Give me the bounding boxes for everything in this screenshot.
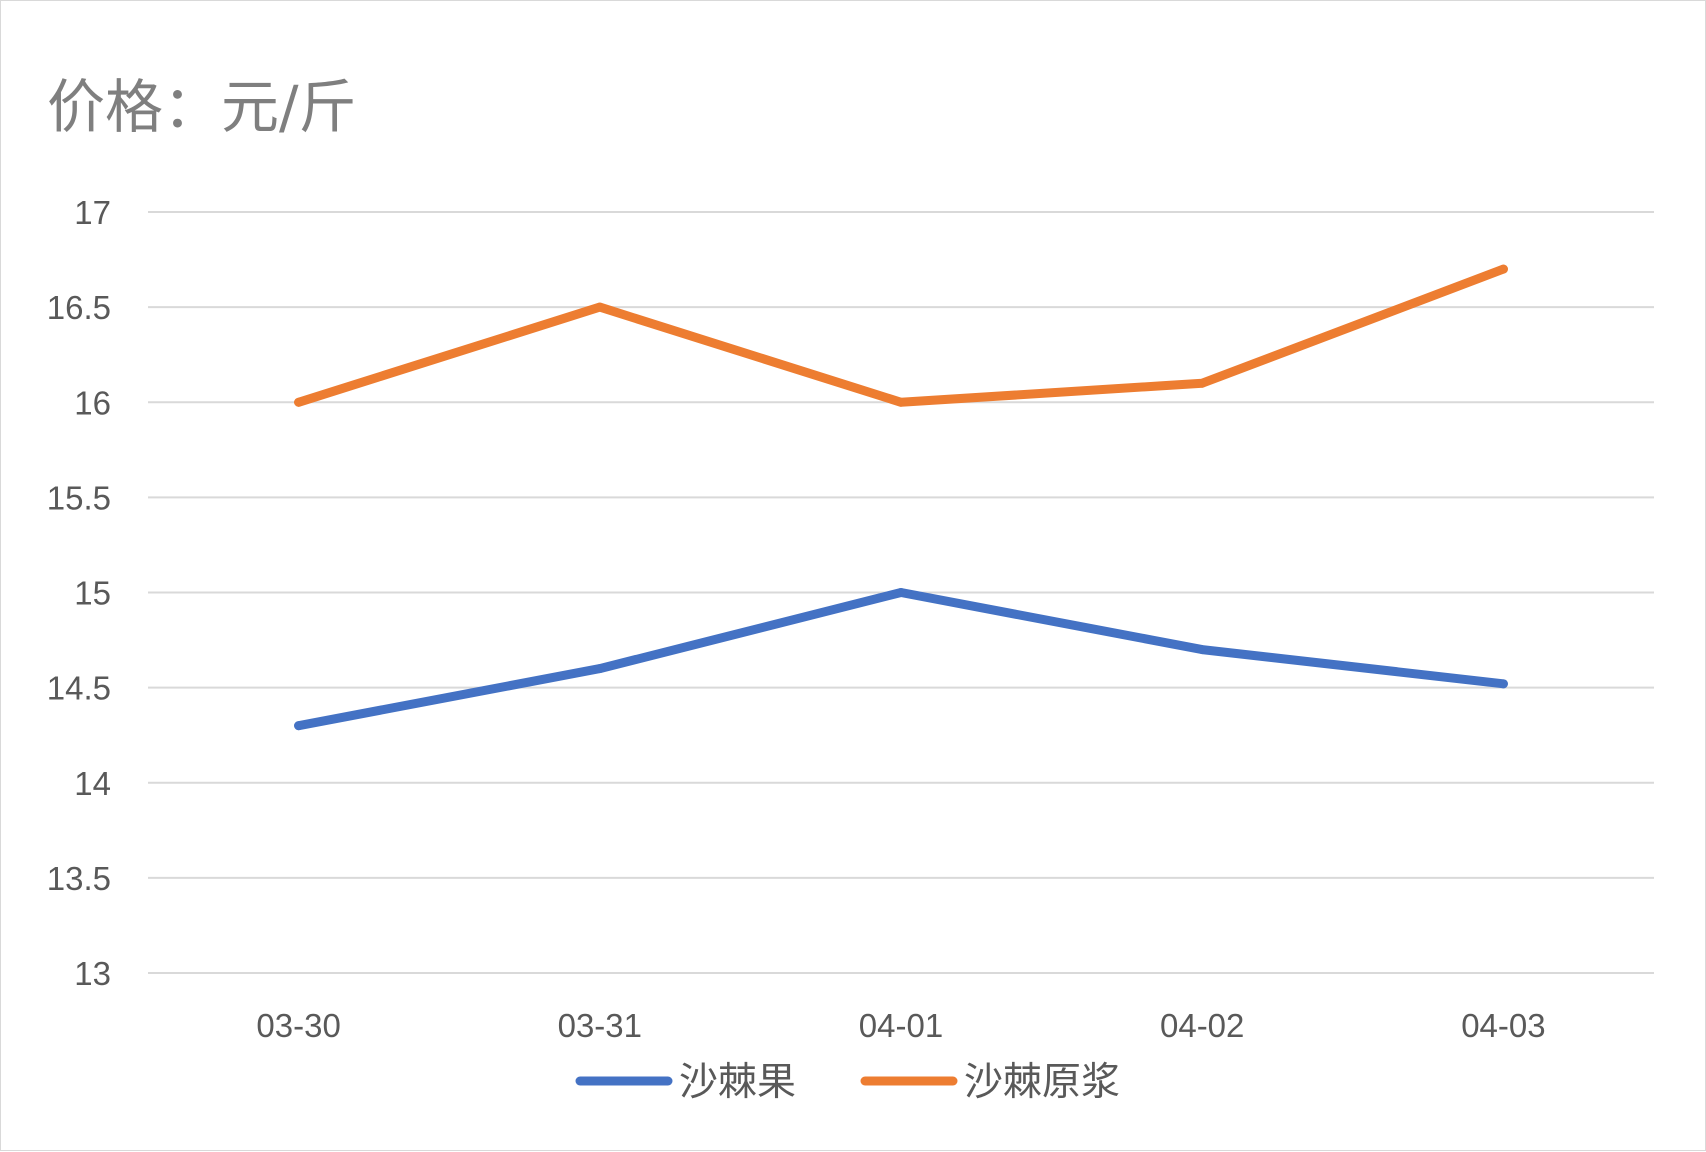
legend: 沙棘果 沙棘原浆 xyxy=(575,1060,1120,1105)
x-tick-label: 04-03 xyxy=(1461,1007,1545,1044)
y-tick-label: 15.5 xyxy=(47,479,111,516)
y-tick-label: 13 xyxy=(74,955,111,992)
y-tick-label: 15 xyxy=(74,575,111,612)
y-tick-label: 16 xyxy=(74,384,111,421)
x-tick-label: 03-31 xyxy=(558,1007,642,1044)
data-point xyxy=(595,302,605,312)
series-line-1 xyxy=(294,264,1508,407)
y-tick-label: 14 xyxy=(74,765,111,802)
y-tick-label: 16.5 xyxy=(47,289,111,326)
y-tick-label: 13.5 xyxy=(47,860,111,897)
x-tick-label: 04-01 xyxy=(859,1007,943,1044)
y-axis-ticks: 13 13.5 14 14.5 15 15.5 16 16.5 17 xyxy=(47,194,111,992)
unit-label: 价格：元/斤 xyxy=(47,73,357,141)
series-line-0 xyxy=(294,588,1508,731)
data-point xyxy=(1197,645,1207,655)
data-point xyxy=(1498,679,1508,689)
legend-label: 沙棘果 xyxy=(679,1060,796,1105)
data-point xyxy=(294,721,304,731)
data-point xyxy=(896,397,906,407)
x-axis-ticks: 03-30 03-31 04-01 04-02 04-03 xyxy=(256,1007,1545,1044)
legend-label: 沙棘原浆 xyxy=(964,1060,1120,1105)
data-point xyxy=(595,664,605,674)
x-tick-label: 03-30 xyxy=(256,1007,340,1044)
data-point xyxy=(294,397,304,407)
data-point xyxy=(1498,264,1508,274)
series-lines xyxy=(294,264,1508,731)
y-tick-label: 17 xyxy=(74,194,111,231)
data-point xyxy=(1197,378,1207,388)
x-tick-label: 04-02 xyxy=(1160,1007,1244,1044)
data-point xyxy=(896,588,906,597)
y-tick-label: 14.5 xyxy=(47,670,111,707)
